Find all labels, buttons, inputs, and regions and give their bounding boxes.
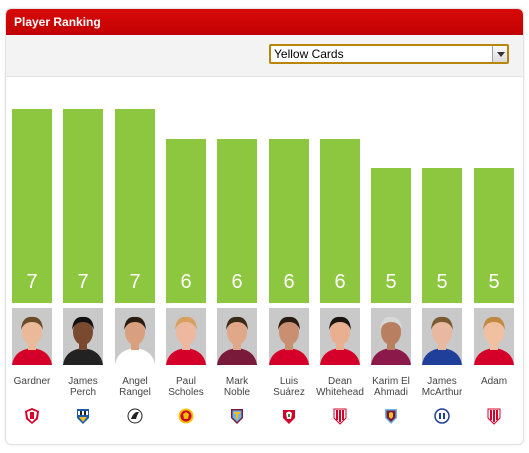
player-name[interactable]: Angel Rangel xyxy=(119,376,151,398)
bar-value-label: 6 xyxy=(231,271,243,293)
stoke-crest-icon[interactable] xyxy=(332,407,348,425)
bar-value-label: 6 xyxy=(283,271,295,293)
filter-toolbar: Yellow Cards xyxy=(6,35,523,77)
bar-value-label: 6 xyxy=(180,271,192,293)
player-name[interactable]: Gardner xyxy=(13,376,51,387)
player-name[interactable]: Luis Suárez xyxy=(273,376,305,398)
bar xyxy=(474,168,514,303)
bar xyxy=(422,168,462,303)
liverpool-crest-icon[interactable] xyxy=(281,407,297,425)
newcastle-crest-icon[interactable] xyxy=(75,407,91,425)
player-name[interactable]: Adam xyxy=(480,376,508,387)
player-photo[interactable] xyxy=(371,308,411,365)
wigan-crest-icon[interactable] xyxy=(434,407,450,425)
player-name[interactable]: Mark Noble xyxy=(223,376,251,398)
bar-value-label: 6 xyxy=(334,271,346,293)
bar xyxy=(12,109,52,303)
player-name[interactable]: Karim El Ahmadi xyxy=(372,376,410,398)
bar-value-label: 5 xyxy=(488,271,500,293)
man-utd-crest-icon[interactable] xyxy=(178,407,194,425)
player-photo[interactable] xyxy=(217,308,257,365)
stat-select[interactable]: Yellow Cards xyxy=(269,44,509,64)
player-name[interactable]: James Perch xyxy=(68,376,98,398)
aston-villa-crest-icon[interactable] xyxy=(383,407,399,425)
player-name[interactable]: Dean Whitehead xyxy=(316,376,364,398)
widget-header: Player Ranking xyxy=(6,9,523,35)
player-photo[interactable] xyxy=(269,308,309,365)
bar xyxy=(115,109,155,303)
player-photo[interactable] xyxy=(63,308,103,365)
bar xyxy=(217,139,257,303)
bar xyxy=(269,139,309,303)
swansea-crest-icon[interactable] xyxy=(127,407,143,425)
player-photo[interactable] xyxy=(12,308,52,365)
bar-value-label: 5 xyxy=(385,271,397,293)
stat-select-value: Yellow Cards xyxy=(274,47,344,61)
bar xyxy=(320,139,360,303)
player-photo[interactable] xyxy=(166,308,206,365)
player-photo[interactable] xyxy=(115,308,155,365)
player-photo[interactable] xyxy=(474,308,514,365)
player-name[interactable]: Paul Scholes xyxy=(168,376,204,398)
bar xyxy=(166,139,206,303)
bar xyxy=(371,168,411,303)
widget-title: Player Ranking xyxy=(14,15,101,29)
player-photo[interactable] xyxy=(320,308,360,365)
sunderland-crest-icon[interactable] xyxy=(24,407,40,425)
bar-value-label: 7 xyxy=(129,271,141,293)
stoke-crest-icon[interactable] xyxy=(486,407,502,425)
bar-value-label: 7 xyxy=(77,271,89,293)
bar-value-label: 7 xyxy=(26,271,38,293)
west-ham-crest-icon[interactable] xyxy=(229,407,245,425)
player-photo[interactable] xyxy=(422,308,462,365)
bar xyxy=(63,109,103,303)
chevron-down-icon[interactable] xyxy=(492,46,507,62)
player-name[interactable]: James McArthur xyxy=(421,376,463,398)
bar-value-label: 5 xyxy=(436,271,448,293)
